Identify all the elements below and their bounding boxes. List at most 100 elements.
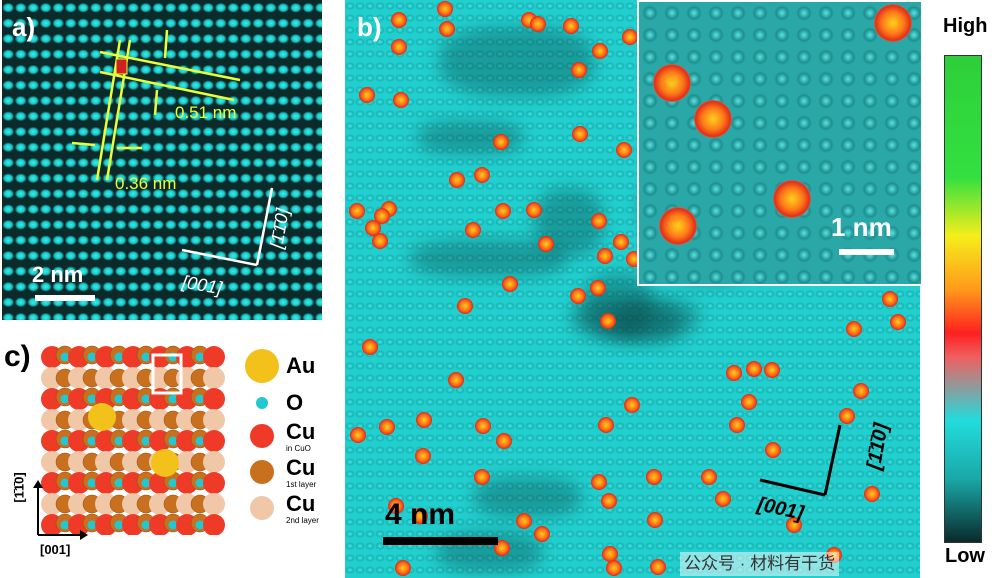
legend-item: Cu in CuO — [244, 418, 334, 454]
adatom-dot — [600, 492, 617, 509]
legend-item: O — [244, 388, 334, 418]
colorbar — [944, 55, 982, 543]
atom-swatch-icon — [256, 397, 268, 409]
adatom-dot — [729, 416, 746, 433]
adatom-dot — [864, 486, 881, 503]
scale-bar-label: 4 nm — [385, 498, 456, 531]
panel-c-label: c) — [4, 340, 31, 373]
zoomed-inset: 1 nm — [637, 0, 923, 286]
panel-a-label: a) — [12, 12, 36, 42]
adatom-dot — [785, 516, 802, 533]
colorbar-high-label: High — [943, 15, 988, 37]
adatom-dot — [361, 339, 378, 356]
adatom-dot — [475, 418, 492, 435]
legend-symbol: O — [286, 390, 304, 415]
atom-swatch-icon — [250, 424, 274, 448]
adatom-dot — [746, 361, 763, 378]
adatom-dot — [473, 469, 490, 486]
adatom-dot — [371, 232, 388, 249]
adatom-dot — [530, 15, 547, 32]
adatom-dot — [882, 290, 899, 307]
adatom-dot — [412, 507, 429, 524]
adatom-dot — [570, 288, 587, 305]
adatom-dot — [373, 208, 390, 225]
model-axis-110: [1̄1̄0] — [11, 472, 27, 503]
inset-scale-bar — [839, 249, 894, 255]
adatom-dot — [570, 61, 587, 78]
adatom-dot — [395, 559, 412, 576]
atom-swatch-icon — [250, 496, 274, 520]
adatom-dot — [447, 371, 464, 388]
adatom-dot — [606, 559, 623, 576]
cuo-surface-model — [41, 345, 225, 535]
legend-symbol: Cu — [286, 454, 316, 480]
model-axes-arrows — [33, 480, 88, 540]
adatom-dot — [349, 427, 366, 444]
adatom-dot — [700, 468, 717, 485]
model-axis-001: [001] — [40, 542, 71, 557]
adatom-dot — [765, 442, 782, 459]
watermark: 公众号 · 材料有干货 — [680, 552, 840, 576]
adatom-dot — [378, 418, 395, 435]
atom-swatch-icon — [250, 460, 274, 484]
adatom-dot — [612, 234, 629, 251]
legend-item: Au — [244, 344, 334, 388]
adatom-dot — [348, 203, 365, 220]
legend-sub: in CuO — [286, 443, 311, 453]
adatom-dot — [449, 171, 466, 188]
lattice-annotations — [71, 29, 274, 267]
column-spacing-label: 0.36 nm — [115, 174, 177, 193]
adatom-dot — [571, 126, 588, 143]
colorbar-low-label: Low — [945, 545, 985, 567]
adatom-dot — [601, 546, 618, 563]
adatom-dot — [388, 497, 405, 514]
adatom-dot — [616, 141, 633, 158]
legend-sub: 1st layer — [286, 479, 317, 489]
adatom-dot — [647, 511, 664, 528]
adatom-dot — [763, 361, 780, 378]
adatom-dot — [439, 21, 456, 38]
adatom-dot — [839, 407, 856, 424]
adatom-dot — [526, 201, 543, 218]
adatom-dot — [537, 235, 554, 252]
adatom-dot — [415, 448, 432, 465]
axes-arrows — [759, 424, 842, 497]
adatom-dot — [392, 92, 409, 109]
adatom-dot — [495, 203, 512, 220]
adatom-dot — [740, 394, 757, 411]
adatom-dot — [492, 133, 509, 150]
adatom-dot — [597, 417, 614, 434]
adatom-dot — [501, 275, 518, 292]
adatom-dot — [623, 397, 640, 414]
adatom-dot — [494, 540, 511, 557]
adatom-dot — [852, 383, 869, 400]
adatom-dot — [590, 473, 607, 490]
atom-legend: Au O Cu in CuO Cu 1st layer Cu 2nd layer — [244, 344, 334, 526]
terrace-shade — [473, 477, 581, 517]
panel-a-stm-image: a) 0.51 nm 0.36 nm 2 nm [001] [1̄1̄0] — [2, 0, 322, 320]
adatom-dot — [591, 42, 608, 59]
adatom-dot — [516, 512, 533, 529]
adatom-dot — [496, 433, 513, 450]
legend-sub: 2nd layer — [286, 515, 319, 525]
legend-symbol: Cu — [286, 418, 316, 444]
adatom-dot — [726, 365, 743, 382]
adatom-dot — [364, 219, 381, 236]
scale-bar — [383, 537, 498, 545]
adatom-dot — [845, 321, 862, 338]
adatom-dot — [889, 313, 906, 330]
adatom-dot — [600, 312, 617, 329]
adatom-dot — [534, 525, 551, 542]
adatom-dot — [457, 298, 474, 315]
adatom-dot — [391, 38, 408, 55]
scale-bar-label: 2 nm — [32, 262, 84, 287]
adatom-dot — [650, 559, 667, 576]
legend-item: Cu 2nd layer — [244, 490, 334, 526]
adatom-dot — [473, 167, 490, 184]
adatom-dot — [563, 18, 580, 35]
legend-symbol: Au — [286, 353, 316, 378]
adatom-dot — [358, 87, 375, 104]
axis-110-label: [1̄1̄0] — [862, 421, 893, 472]
adatom-dot — [714, 491, 731, 508]
adatom-dot — [437, 0, 454, 17]
